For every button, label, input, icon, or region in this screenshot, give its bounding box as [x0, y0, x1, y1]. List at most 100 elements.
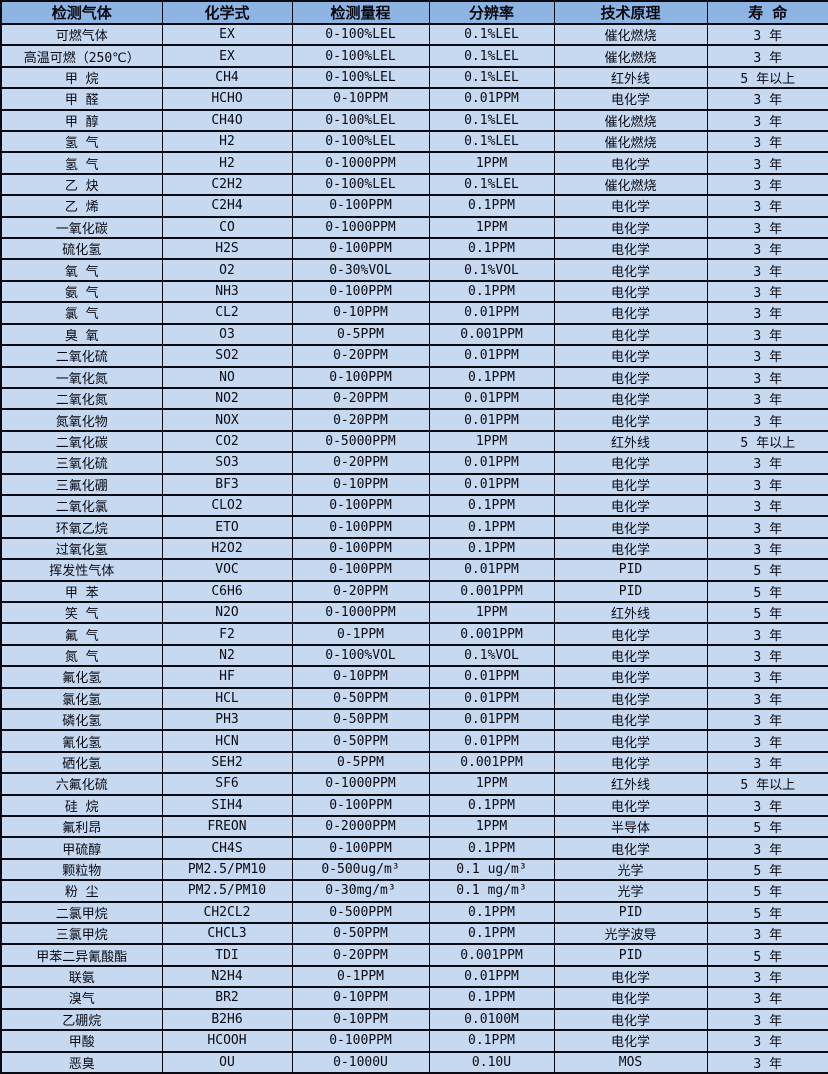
- gas-name-cell: 氟利昂: [0, 815, 163, 839]
- resolution-cell: 0.01PPM: [428, 472, 555, 496]
- chemical-formula-cell: O3: [161, 322, 293, 347]
- table-row: 硫化氢 H2S 0-100PPM 0.1PPM 电化学 3 年: [0, 237, 828, 261]
- table-row: 磷化氢 PH3 0-50PPM 0.01PPM 电化学 3 年: [0, 707, 828, 732]
- lifespan-cell: 3 年: [706, 151, 828, 175]
- lifespan-cell: 5 年: [706, 558, 828, 582]
- lifespan-cell: 3 年: [706, 1050, 828, 1074]
- technology-principle-cell: 电化学: [553, 87, 708, 111]
- chemical-formula-cell: N2O: [161, 600, 293, 625]
- gas-name-cell: 环氧乙烷: [0, 515, 163, 539]
- resolution-cell: 1PPM: [428, 429, 555, 454]
- table-row: 甲硫醇 CH4S 0-100PPM 0.1PPM 电化学 3 年: [0, 836, 828, 860]
- technology-principle-cell: 电化学: [553, 344, 708, 368]
- resolution-cell: 0.1PPM: [428, 515, 555, 539]
- lifespan-cell: 5 年以上: [706, 65, 828, 90]
- chemical-formula-cell: C2H2: [161, 172, 293, 197]
- table-row: 甲苯二异氰酸酯 TDI 0-20PPM 0.001PPM PID 5 年: [0, 943, 828, 967]
- resolution-cell: 0.0100M: [428, 1007, 555, 1032]
- column-header-resolution: 分辨率: [428, 0, 555, 25]
- detection-range-cell: 0-100PPM: [291, 536, 430, 561]
- detection-range-cell: 0-100PPM: [291, 279, 430, 304]
- detection-range-cell: 0-100%LEL: [291, 44, 430, 68]
- lifespan-cell: 3 年: [706, 215, 828, 240]
- resolution-cell: 0.01PPM: [428, 301, 555, 325]
- chemical-formula-cell: F2: [161, 622, 293, 646]
- lifespan-cell: 3 年: [706, 87, 828, 111]
- technology-principle-cell: 电化学: [553, 515, 708, 539]
- gas-name-cell: 氨 气: [0, 279, 163, 304]
- gas-name-cell: 乙 炔: [0, 172, 163, 197]
- chemical-formula-cell: TDI: [161, 943, 293, 967]
- detection-range-cell: 0-100PPM: [291, 365, 430, 389]
- gas-name-cell: 氟化氢: [0, 665, 163, 689]
- gas-name-cell: 二氯甲烷: [0, 900, 163, 925]
- technology-principle-cell: 电化学: [553, 451, 708, 475]
- chemical-formula-cell: SEH2: [161, 750, 293, 775]
- chemical-formula-cell: H2: [161, 151, 293, 175]
- detection-range-cell: 0-50PPM: [291, 729, 430, 753]
- resolution-cell: 0.1%VOL: [428, 643, 555, 668]
- resolution-cell: 1PPM: [428, 215, 555, 240]
- column-header-lifespan: 寿 命: [706, 0, 828, 25]
- gas-name-cell: 乙硼烷: [0, 1007, 163, 1032]
- technology-principle-cell: 电化学: [553, 408, 708, 432]
- table-row: 乙 烯 C2H4 0-100PPM 0.1PPM 电化学 3 年: [0, 194, 828, 218]
- technology-principle-cell: 光学: [553, 879, 708, 903]
- table-row: 三氧化硫 SO3 0-20PPM 0.01PPM 电化学 3 年: [0, 451, 828, 475]
- detection-range-cell: 0-10PPM: [291, 87, 430, 111]
- technology-principle-cell: 催化燃烧: [553, 130, 708, 154]
- lifespan-cell: 3 年: [706, 472, 828, 496]
- table-row: 笑 气 N2O 0-1000PPM 1PPM 红外线 5 年: [0, 600, 828, 625]
- gas-name-cell: 三氯甲烷: [0, 922, 163, 946]
- technology-principle-cell: 光学波导: [553, 922, 708, 946]
- table-row: 氟 气 F2 0-1PPM 0.001PPM 电化学 3 年: [0, 622, 828, 646]
- chemical-formula-cell: VOC: [161, 558, 293, 582]
- resolution-cell: 0.001PPM: [428, 943, 555, 967]
- gas-name-cell: 甲 醛: [0, 87, 163, 111]
- technology-principle-cell: 电化学: [553, 322, 708, 347]
- chemical-formula-cell: HCL: [161, 686, 293, 711]
- table-row: 二氯甲烷 CH2CL2 0-500PPM 0.1PPM PID 5 年: [0, 900, 828, 925]
- technology-principle-cell: 电化学: [553, 536, 708, 561]
- chemical-formula-cell: NO: [161, 365, 293, 389]
- detection-range-cell: 0-100PPM: [291, 793, 430, 818]
- chemical-formula-cell: SO2: [161, 344, 293, 368]
- detection-range-cell: 0-5PPM: [291, 750, 430, 775]
- lifespan-cell: 3 年: [706, 408, 828, 432]
- technology-principle-cell: 红外线: [553, 600, 708, 625]
- table-row: 硒化氢 SEH2 0-5PPM 0.001PPM 电化学 3 年: [0, 750, 828, 775]
- lifespan-cell: 3 年: [706, 686, 828, 711]
- chemical-formula-cell: FREON: [161, 815, 293, 839]
- table-row: 硅 烷 SIH4 0-100PPM 0.1PPM 电化学 3 年: [0, 793, 828, 818]
- chemical-formula-cell: OU: [161, 1050, 293, 1074]
- lifespan-cell: 3 年: [706, 322, 828, 347]
- gas-name-cell: 二氧化硫: [0, 344, 163, 368]
- resolution-cell: 0.01PPM: [428, 729, 555, 753]
- resolution-cell: 0.1%VOL: [428, 258, 555, 282]
- technology-principle-cell: 红外线: [553, 429, 708, 454]
- lifespan-cell: 3 年: [706, 707, 828, 732]
- chemical-formula-cell: NOX: [161, 408, 293, 432]
- lifespan-cell: 3 年: [706, 536, 828, 561]
- gas-name-cell: 二氧化碳: [0, 429, 163, 454]
- gas-name-cell: 乙 烯: [0, 194, 163, 218]
- lifespan-cell: 3 年: [706, 451, 828, 475]
- chemical-formula-cell: CLO2: [161, 493, 293, 518]
- table-row: 联氨 N2H4 0-1PPM 0.01PPM 电化学 3 年: [0, 964, 828, 989]
- resolution-cell: 0.01PPM: [428, 344, 555, 368]
- lifespan-cell: 3 年: [706, 258, 828, 282]
- lifespan-cell: 3 年: [706, 622, 828, 646]
- lifespan-cell: 3 年: [706, 665, 828, 689]
- detection-range-cell: 0-30%VOL: [291, 258, 430, 282]
- column-header-chemical-formula: 化学式: [161, 0, 293, 25]
- detection-range-cell: 0-100%LEL: [291, 172, 430, 197]
- gas-name-cell: 粉 尘: [0, 879, 163, 903]
- resolution-cell: 0.1PPM: [428, 237, 555, 261]
- resolution-cell: 0.1%LEL: [428, 130, 555, 154]
- chemical-formula-cell: CHCL3: [161, 922, 293, 946]
- gas-name-cell: 氰化氢: [0, 729, 163, 753]
- table-row: 甲 烷 CH4 0-100%LEL 0.1%LEL 红外线 5 年以上: [0, 65, 828, 90]
- lifespan-cell: 3 年: [706, 301, 828, 325]
- detection-range-cell: 0-1000PPM: [291, 151, 430, 175]
